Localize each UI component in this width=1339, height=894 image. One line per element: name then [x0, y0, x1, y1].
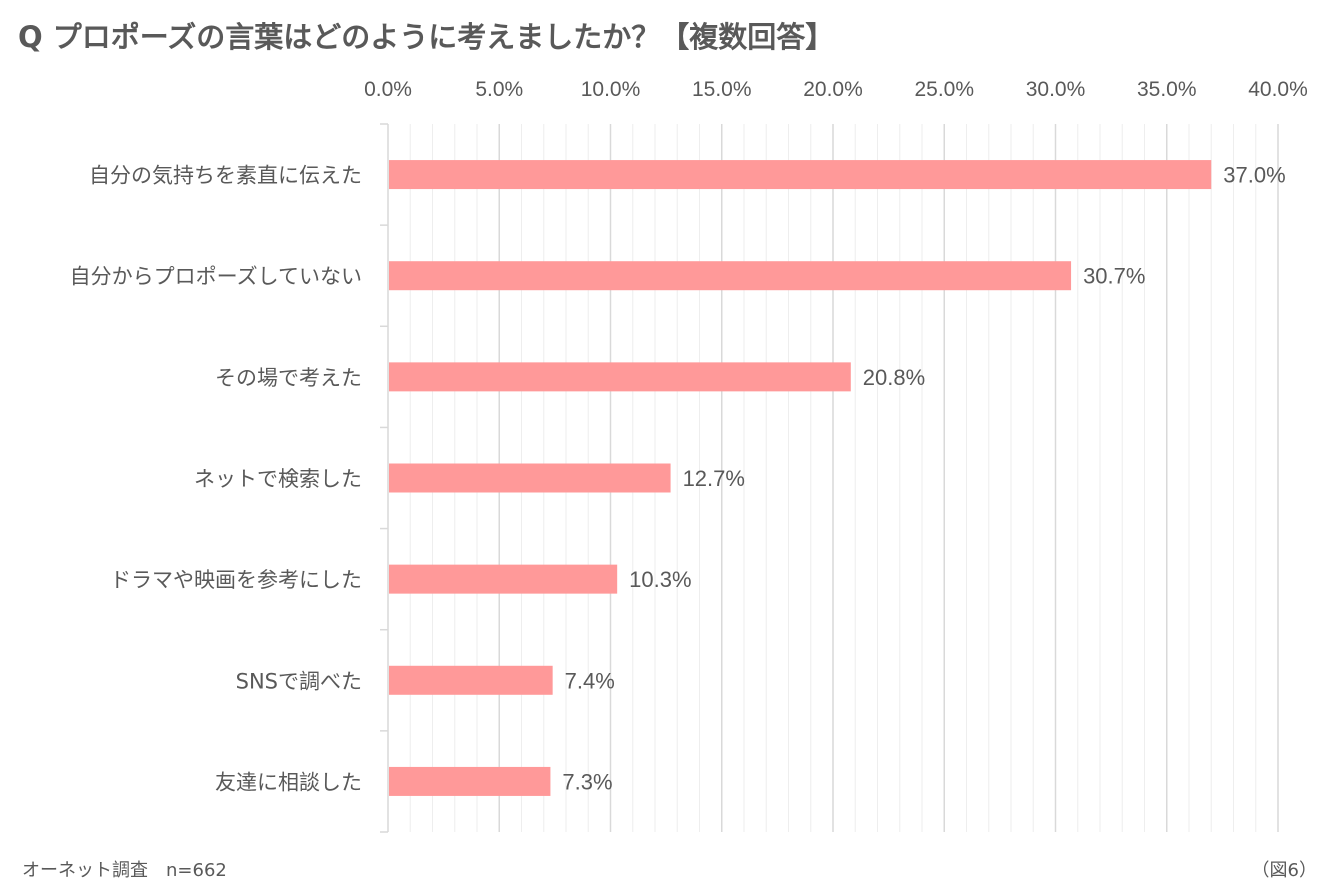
chart-title: Q プロポーズの言葉はどのように考えましたか？【複数回答】 [18, 20, 835, 54]
category-label: 友達に相談した [215, 770, 362, 794]
value-label: 37.0% [1223, 163, 1285, 188]
x-tick-label: 0.0% [364, 78, 412, 101]
category-label: ドラマや映画を参考にした [110, 568, 362, 592]
category-label: ネットで検索した [194, 467, 362, 491]
x-tick-label: 30.0% [1026, 78, 1086, 101]
value-label: 30.7% [1083, 264, 1145, 289]
bar [389, 766, 551, 796]
category-label: その場で考えた [215, 366, 362, 390]
bar [389, 261, 1072, 291]
bar [389, 362, 851, 392]
x-tick-label: 10.0% [581, 78, 641, 101]
value-label: 20.8% [863, 365, 925, 390]
bar [389, 564, 618, 594]
value-labels: 37.0% 30.7% 20.8% 12.7% 10.3% 7.4% 7.3% [562, 163, 1285, 795]
category-labels: 自分の気持ちを素直に伝えた自分からプロポーズしていないその場で考えたネットで検索… [70, 164, 362, 795]
bar [389, 463, 671, 493]
category-label: 自分からプロポーズしていない [70, 265, 362, 289]
category-label: SNSで調べた [236, 669, 362, 693]
value-label: 7.4% [565, 668, 615, 693]
bar [389, 665, 553, 695]
x-tick-label: 15.0% [692, 78, 752, 101]
value-label: 12.7% [683, 466, 745, 491]
category-axis [380, 123, 389, 833]
x-tick-label: 40.0% [1248, 78, 1308, 101]
figure-label: （図6） [1251, 860, 1317, 881]
value-label: 10.3% [629, 567, 691, 592]
value-label: 7.3% [562, 769, 612, 794]
x-axis-tick-labels: 0.0% 5.0% 10.0% 15.0% 20.0% 25.0% 30.0% 35.0% 40… [364, 78, 1308, 101]
source-note: オーネット調査 n=662 [22, 860, 227, 881]
bars [389, 160, 1212, 796]
bar [389, 160, 1212, 190]
category-label: 自分の気持ちを素直に伝えた [89, 164, 362, 188]
x-tick-label: 20.0% [803, 78, 863, 101]
x-tick-label: 25.0% [914, 78, 974, 101]
x-tick-label: 5.0% [475, 78, 523, 101]
x-tick-label: 35.0% [1137, 78, 1197, 101]
